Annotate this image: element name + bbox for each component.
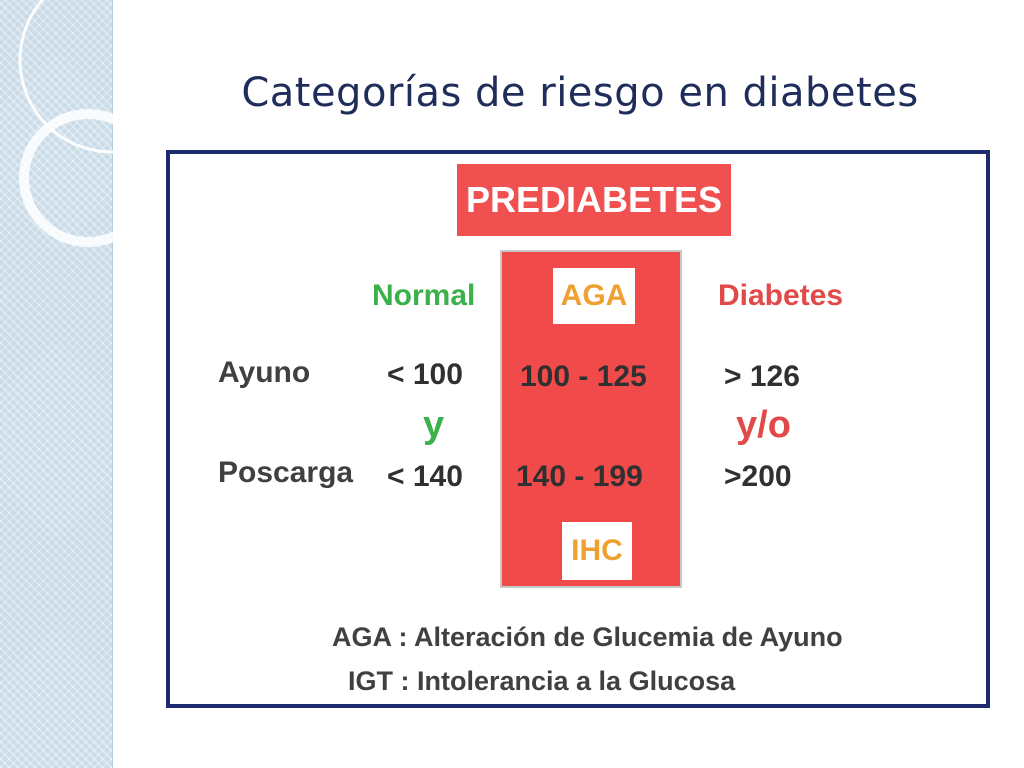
ayuno-aga-value: 100 - 125	[520, 360, 647, 393]
prediabetes-header: PREDIABETES	[457, 164, 731, 236]
poscarga-diabetes-value: >200	[724, 460, 792, 493]
ihc-label: IHC	[562, 522, 632, 580]
row-label-ayuno: Ayuno	[218, 356, 311, 389]
prediabetes-figure: PREDIABETES AGA IHC Normal Diabetes Ayun…	[166, 150, 990, 708]
decorative-circles	[18, 0, 140, 247]
normal-connector: y	[423, 404, 445, 446]
ayuno-diabetes-value: > 126	[724, 360, 800, 393]
row-label-poscarga: Poscarga	[218, 456, 354, 489]
poscarga-normal-value: < 140	[387, 460, 463, 493]
diabetes-column-label: Diabetes	[718, 279, 844, 312]
normal-column-label: Normal	[372, 279, 476, 312]
ayuno-normal-value: < 100	[387, 358, 463, 391]
poscarga-aga-value: 140 - 199	[516, 460, 643, 493]
legend-aga: AGA : Alteración de Glucemia de Ayuno	[332, 622, 843, 652]
slide-title: Categorías de riesgo en diabetes	[241, 70, 919, 116]
legend-igt: IGT : Intolerancia a la Glucosa	[348, 666, 736, 696]
diabetes-connector: y/o	[736, 404, 791, 446]
aga-column-label: AGA	[553, 268, 635, 324]
